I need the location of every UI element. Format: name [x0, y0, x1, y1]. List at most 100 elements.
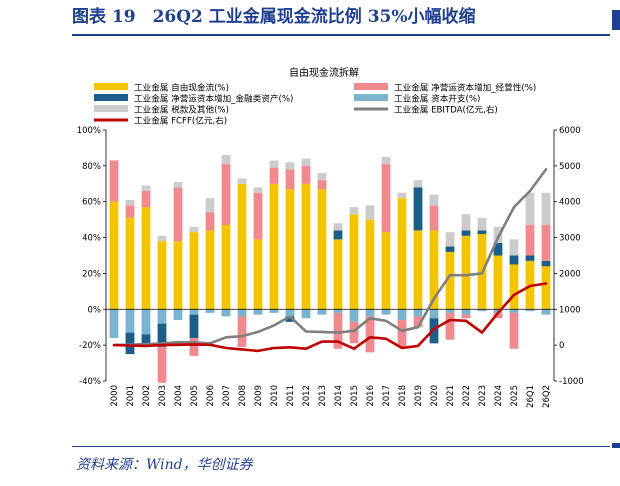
- legend-label: 工业金属 资本开支(%): [394, 93, 480, 105]
- bar-segment: [413, 316, 423, 328]
- y-left-tick-label: 100%: [77, 126, 101, 136]
- bar-segment: [525, 309, 535, 312]
- x-tick-label: 2001: [126, 385, 136, 407]
- bar-segment: [333, 230, 343, 240]
- bar-segment: [365, 205, 375, 220]
- x-tick-label: 2022: [462, 385, 472, 407]
- bar-segment: [301, 183, 311, 310]
- axes-layer: 100% 80% 60% 40% 20% 0% -20% -40% 6000 5000 4000 30…: [77, 126, 584, 408]
- x-tick-label: 2017: [382, 385, 392, 407]
- bar-segment: [269, 309, 279, 313]
- bar-segment: [381, 309, 391, 315]
- bar-segment: [141, 207, 151, 310]
- fcff-line: [112, 282, 548, 353]
- bar-segment: [413, 187, 423, 231]
- right-edge-marker-bottom: [612, 443, 620, 448]
- bar-segment: [429, 205, 439, 231]
- x-tick-label: 2010: [270, 385, 280, 407]
- bar-segment: [349, 321, 359, 344]
- bar-segment: [381, 156, 391, 165]
- x-tick-label: 2025: [510, 385, 520, 407]
- bar-segment: [525, 225, 535, 256]
- bar-segment: [237, 316, 247, 347]
- bar-segment: [237, 183, 247, 310]
- bar-segment: [429, 309, 439, 319]
- top-rule: [72, 34, 610, 36]
- bar-segment: [429, 194, 439, 206]
- legend-label: 工业金属 净营运资本增加_经营性(%): [394, 82, 536, 94]
- bar-segment: [397, 309, 407, 321]
- bar-segment: [413, 230, 423, 310]
- bar-segment: [541, 309, 551, 315]
- bar-segment: [157, 235, 167, 242]
- bar-segment: [461, 235, 471, 310]
- bar-segment: [461, 230, 471, 236]
- right-edge-marker: [612, 10, 620, 30]
- bar-segment: [189, 314, 199, 338]
- bar-segment: [445, 312, 455, 340]
- bar-segment: [493, 242, 503, 256]
- y-right-tick-label: 3000: [559, 234, 581, 244]
- bar-segment: [509, 309, 519, 313]
- x-tick-label: 2002: [142, 385, 152, 407]
- bar-segment: [221, 164, 231, 226]
- chart-legend: 工业金属 自由现金流(%) 工业金属 净营运资本增加_经营性(%) 工业金属 净营运…: [94, 82, 536, 127]
- y-right-tick-label: 2000: [559, 269, 581, 279]
- bar-segment: [221, 155, 231, 165]
- x-tick-label: 2015: [350, 385, 360, 407]
- legend-swatch: [354, 94, 388, 101]
- legend-label: 工业金属 自由现金流(%): [134, 82, 229, 94]
- bar-segment: [157, 323, 167, 347]
- bar-segment: [125, 332, 135, 355]
- legend-label: 工业金属 净营运资本增加_金融类资产(%): [134, 93, 293, 105]
- bar-segment: [365, 309, 375, 317]
- bar-segment: [189, 309, 199, 315]
- bar-segment: [509, 312, 519, 349]
- x-tick-label: 2018: [398, 385, 408, 407]
- bar-segment: [253, 187, 263, 193]
- bar-segment: [205, 230, 215, 310]
- y-left-tick-label: -40%: [79, 377, 101, 387]
- bar-segment: [333, 223, 343, 231]
- line-layer: [112, 168, 548, 353]
- x-tick-label: 2004: [174, 385, 184, 407]
- bar-segment: [205, 212, 215, 231]
- x-tick-label: 2012: [302, 385, 312, 407]
- y-right-tick-label: 5000: [559, 162, 581, 172]
- bar-segment: [333, 309, 343, 313]
- bar-segment: [301, 158, 311, 166]
- bar-segment: [349, 214, 359, 310]
- bar-segment: [397, 320, 407, 347]
- bar-segment: [301, 309, 311, 319]
- bar-segment: [269, 160, 279, 168]
- y-left-tick-label: 0%: [88, 305, 102, 315]
- ebitda-line: [112, 168, 548, 347]
- legend-swatch: [354, 83, 388, 90]
- free-cash-flow-chart: 自由现金流拆解 工业金属 自由现金流(%) 工业金属 净营运资本增加_经营性(%)…: [77, 66, 584, 408]
- bar-segment: [461, 214, 471, 231]
- x-tick-label: 2020: [430, 385, 440, 407]
- x-tick-label: 2005: [190, 385, 200, 407]
- legend-label: 工业金属 FCFF(亿元,右): [134, 115, 227, 127]
- x-tick-label: 2000: [110, 385, 120, 407]
- x-tick-label: 2023: [478, 385, 488, 407]
- bar-segment: [381, 164, 391, 233]
- bar-segment: [509, 255, 519, 265]
- bar-segment: [205, 198, 215, 213]
- bar-segment: [445, 246, 455, 252]
- bar-segment: [317, 180, 327, 190]
- bar-segment: [413, 309, 423, 317]
- bar-segment: [189, 232, 199, 310]
- x-tick-label: 26Q1: [526, 385, 536, 408]
- bar-segment: [541, 260, 551, 267]
- x-tick-label: 2007: [222, 385, 232, 407]
- bar-segment: [477, 217, 487, 231]
- bar-segment: [349, 309, 359, 322]
- y-left-tick-label: -20%: [79, 341, 101, 351]
- bar-segment: [493, 255, 503, 310]
- y-left-tick-label: 20%: [82, 269, 101, 279]
- bar-segment: [125, 217, 135, 310]
- bar-segment: [157, 346, 167, 383]
- bar-segment: [541, 192, 551, 226]
- bar-segment: [525, 255, 535, 261]
